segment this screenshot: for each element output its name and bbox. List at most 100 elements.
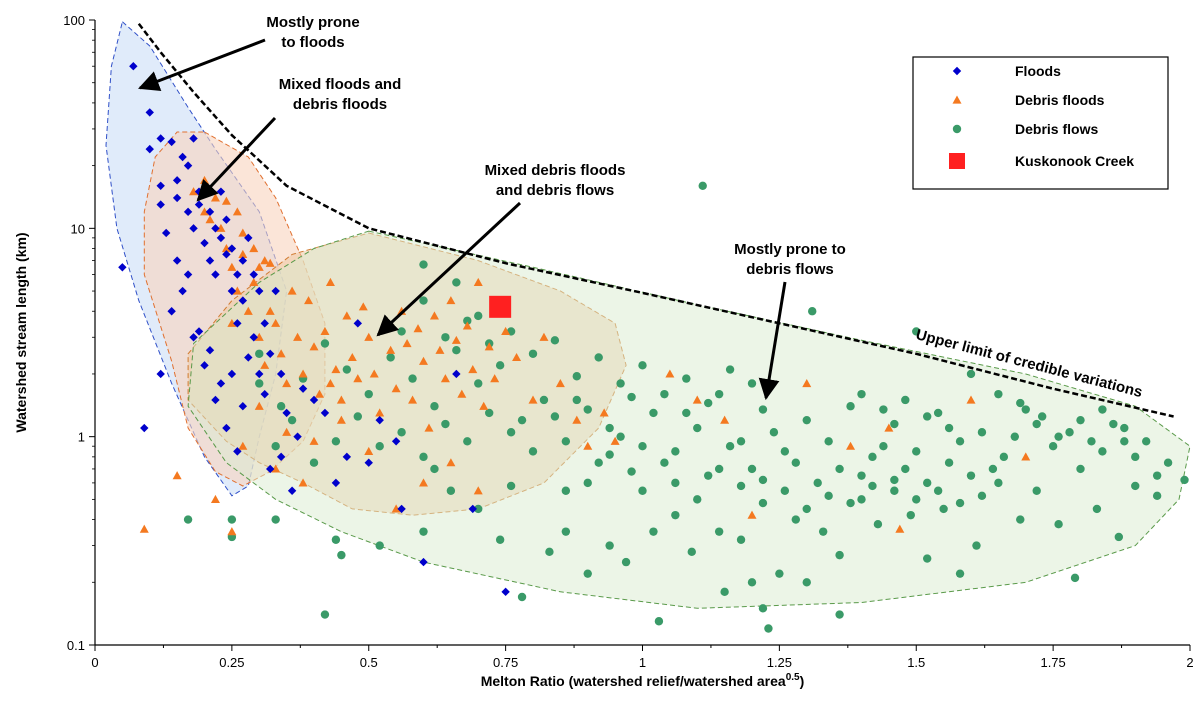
point-debris-flows (1152, 471, 1162, 480)
point-debris-flows (747, 578, 757, 587)
point-floods (178, 286, 187, 296)
point-debris-flows (1076, 415, 1085, 425)
point-debris-floods (265, 306, 275, 315)
point-debris-flows (616, 379, 625, 388)
point-debris-flows (988, 464, 998, 474)
point-debris-flows (901, 464, 910, 474)
point-debris-floods (353, 374, 363, 383)
point-debris-flows (966, 369, 976, 379)
annotation-line: Mixed floods and (279, 76, 402, 93)
x-tick-label: 1.75 (1040, 655, 1065, 670)
point-debris-flows (818, 527, 828, 536)
point-floods (172, 193, 182, 203)
series-kuskonook-creek (489, 295, 512, 318)
point-debris-flows (528, 349, 538, 358)
x-axis-title: Melton Ratio (watershed relief/watershed… (481, 672, 805, 689)
point-debris-flows (725, 365, 735, 374)
point-debris-floods (408, 395, 418, 404)
point-debris-floods (260, 360, 270, 369)
x-tick-label: 1 (639, 655, 646, 670)
point-debris-flows (255, 349, 264, 358)
point-debris-flows (419, 296, 428, 305)
point-debris-flows (572, 395, 581, 405)
point-debris-flows (583, 405, 592, 414)
point-floods (118, 263, 127, 272)
point-debris-floods (314, 389, 324, 398)
point-debris-floods (490, 374, 500, 383)
point-debris-flows (846, 402, 855, 411)
point-debris-floods (342, 311, 352, 320)
point-debris-flows (627, 467, 636, 476)
legend-entry-debris-flows: Debris flows (952, 121, 1098, 137)
point-debris-floods (282, 427, 292, 436)
point-debris-flows (517, 592, 527, 602)
point-debris-flows (1070, 573, 1080, 583)
point-debris-flows (769, 428, 779, 437)
point-debris-flows (1120, 423, 1129, 433)
point-debris-flows (506, 428, 516, 437)
point-debris-flows (517, 415, 527, 425)
point-floods (227, 369, 237, 379)
point-debris-floods (457, 389, 467, 398)
point-debris-flows (386, 353, 395, 362)
point-debris-flows (758, 498, 768, 508)
point-floods (222, 423, 231, 433)
point-debris-flows (704, 398, 713, 408)
annotation-line: Mostly prone to (734, 241, 846, 258)
point-debris-flows (474, 504, 483, 514)
point-debris-floods (501, 326, 511, 336)
point-debris-flows (901, 395, 910, 405)
point-debris-floods (446, 458, 456, 467)
point-debris-flows (638, 441, 647, 451)
point-debris-flows (375, 441, 384, 451)
point-debris-flows (780, 486, 790, 495)
point-debris-flows (375, 541, 384, 550)
point-debris-flows (791, 515, 800, 524)
point-debris-flows (857, 471, 866, 480)
point-floods (194, 200, 204, 209)
point-debris-flows (528, 447, 538, 456)
point-debris-flows (682, 374, 691, 383)
point-debris-floods (260, 256, 270, 265)
point-debris-floods (309, 436, 319, 445)
point-floods (129, 62, 138, 71)
point-debris-floods (391, 384, 401, 393)
point-floods (216, 379, 226, 388)
point-debris-flows (977, 428, 987, 437)
point-floods (145, 144, 154, 154)
point-debris-flows (693, 495, 702, 504)
point-floods (183, 270, 193, 279)
point-floods (216, 187, 226, 196)
point-debris-flows (452, 346, 461, 355)
point-debris-flows (594, 458, 603, 467)
point-debris-flows (714, 527, 724, 536)
point-debris-flows (693, 423, 702, 433)
point-debris-flows (1142, 437, 1151, 446)
annotation-arrows (138, 38, 787, 401)
point-floods (205, 256, 215, 265)
point-debris-flows (802, 578, 811, 587)
point-debris-flows (857, 495, 866, 504)
point-debris-floods (484, 342, 494, 351)
point-debris-flows (1037, 412, 1047, 421)
point-floods (293, 432, 302, 441)
point-debris-flows (802, 415, 811, 425)
point-debris-flows (720, 587, 729, 597)
point-debris-flows (687, 547, 696, 557)
point-debris-floods (895, 524, 905, 533)
point-debris-flows (463, 316, 472, 325)
point-floods (501, 587, 510, 597)
point-debris-flows (550, 336, 560, 345)
point-floods (189, 333, 198, 342)
legend-label-floods: Floods (1015, 63, 1061, 79)
point-debris-floods (468, 365, 478, 374)
annotation-line: to floods (281, 34, 344, 51)
point-debris-floods (221, 244, 231, 253)
point-floods (205, 207, 215, 217)
point-debris-flows (944, 423, 954, 433)
point-debris-flows (999, 452, 1009, 462)
point-debris-flows (1131, 481, 1140, 491)
point-debris-floods (364, 332, 374, 341)
point-debris-flows (758, 405, 768, 414)
point-debris-flows (1065, 428, 1074, 437)
